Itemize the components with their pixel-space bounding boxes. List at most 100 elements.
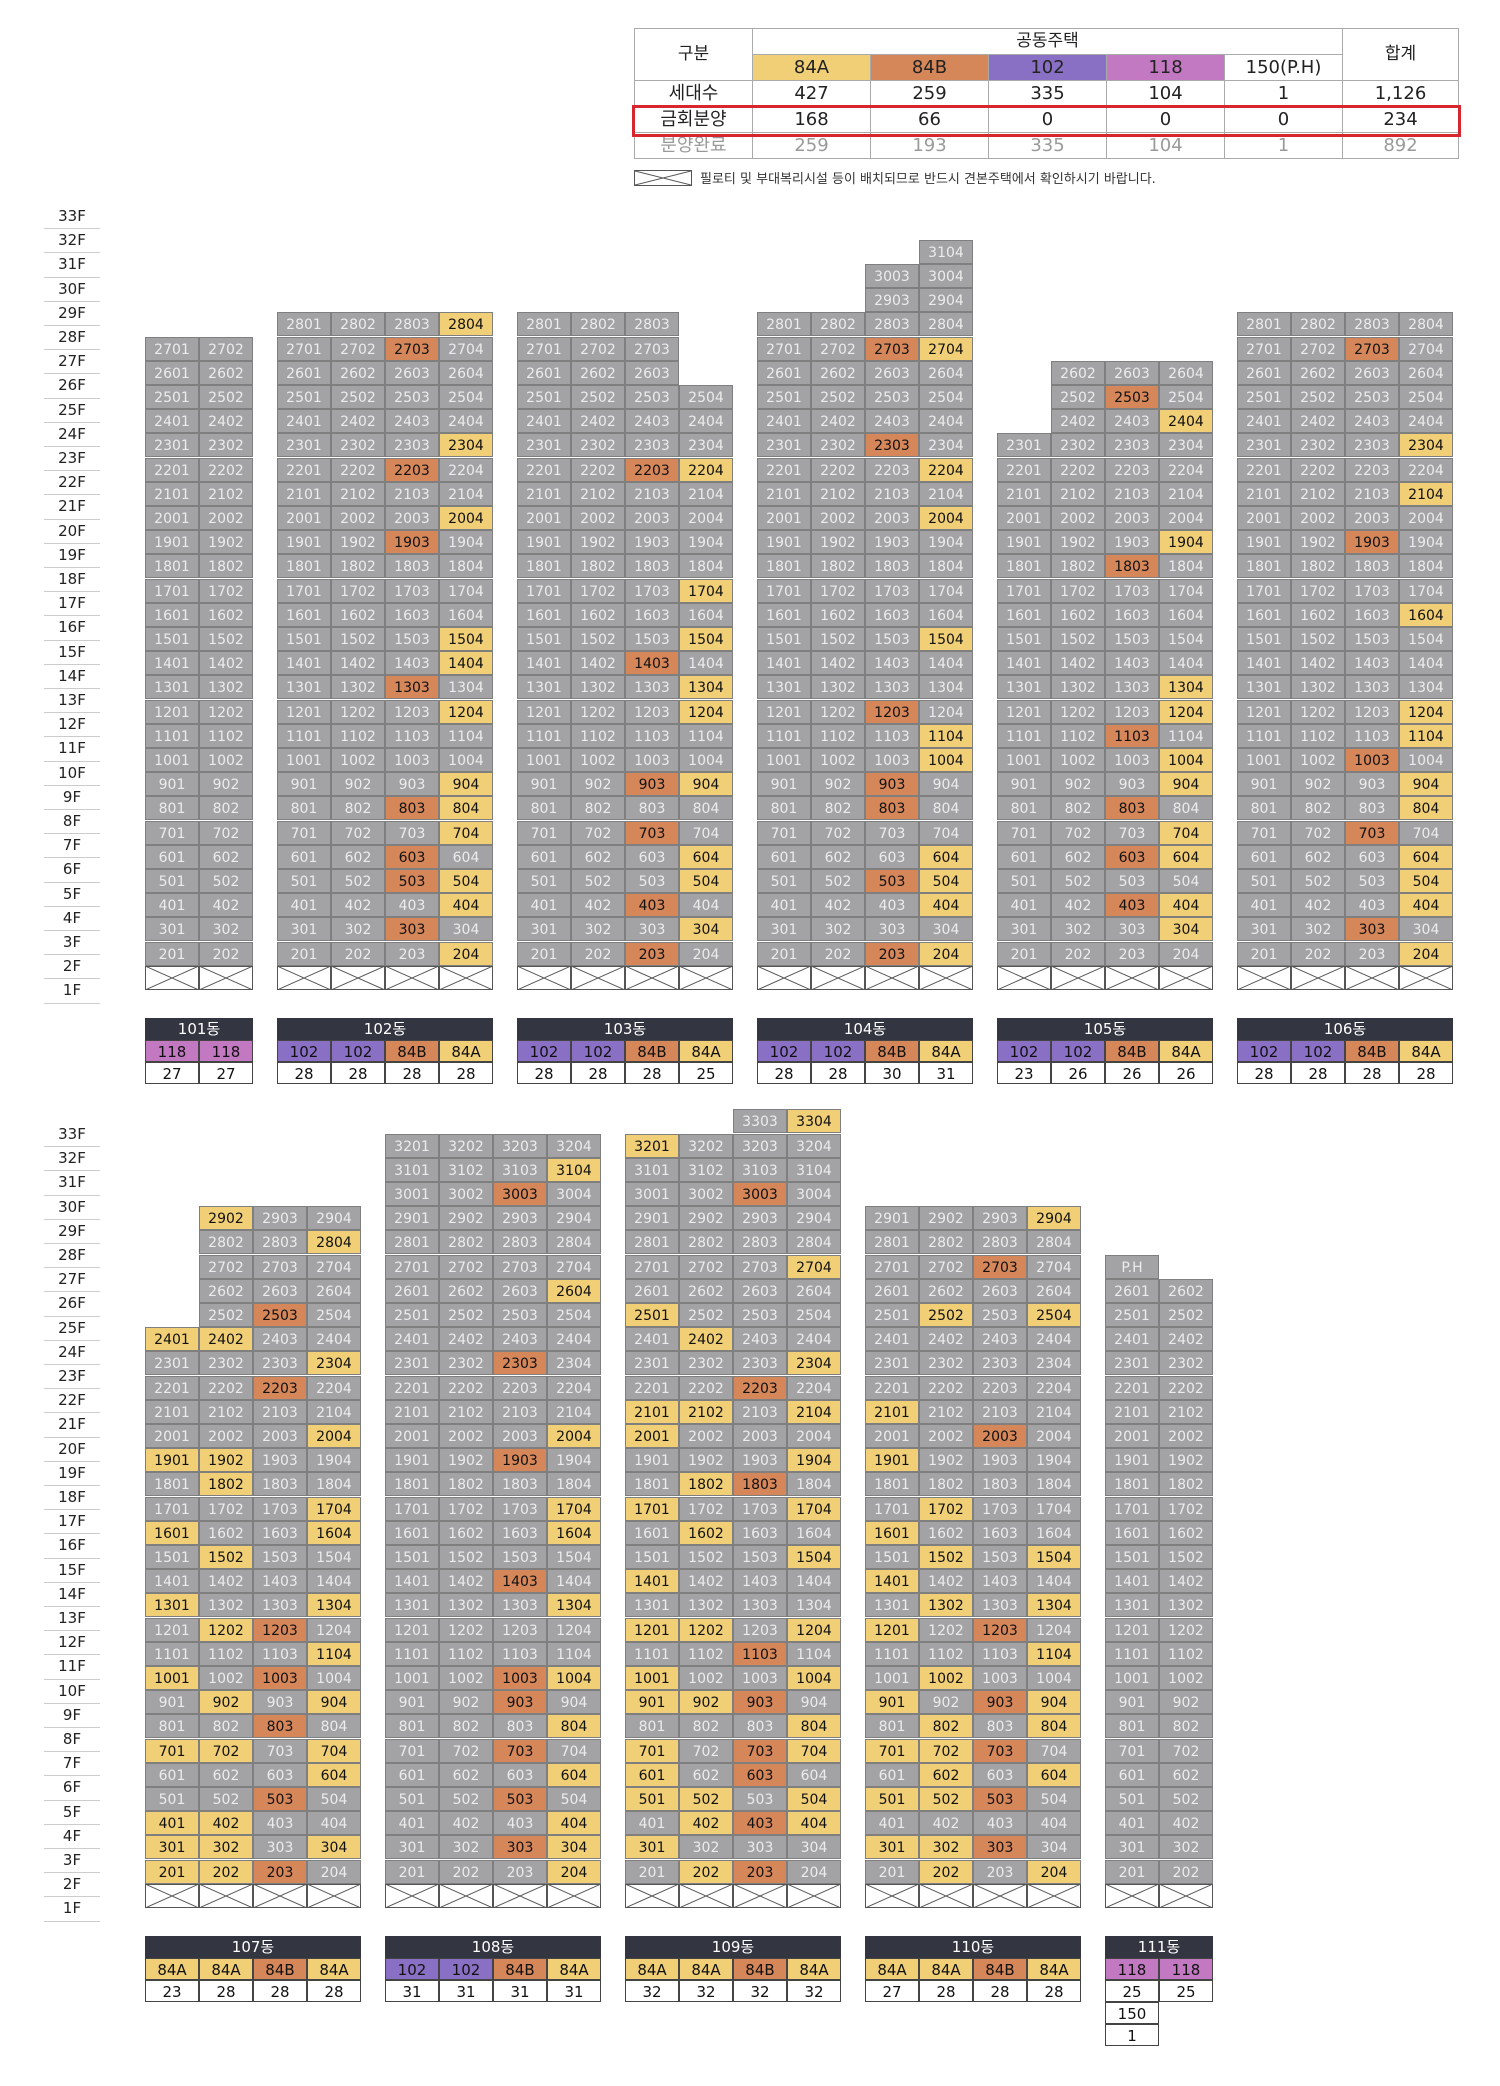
unit-cell[interactable]: 1504 [919,627,973,651]
unit-cell[interactable]: 2702 [199,1254,253,1279]
unit-cell[interactable]: 703 [493,1738,547,1763]
unit-cell[interactable]: 801 [145,796,199,821]
unit-cell[interactable]: 2903 [253,1206,307,1231]
unit-cell[interactable]: 701 [145,820,199,845]
unit-cell[interactable]: 1002 [331,748,385,772]
unit-cell[interactable]: 401 [997,893,1051,918]
unit-cell[interactable]: 1904 [547,1448,601,1473]
unit-cell[interactable]: 2604 [439,360,493,385]
unit-cell[interactable]: 1201 [145,1617,199,1642]
unit-cell[interactable]: 1704 [439,578,493,603]
unit-cell[interactable]: 2603 [973,1278,1027,1303]
unit-cell[interactable]: 2304 [547,1351,601,1376]
unit-cell[interactable]: 204 [1399,941,1453,966]
unit-cell[interactable]: 2702 [199,336,253,361]
unit-cell[interactable]: 1603 [253,1520,307,1545]
unit-cell[interactable]: 2203 [493,1375,547,1400]
unit-cell[interactable]: 602 [919,1762,973,1787]
unit-cell[interactable]: 1604 [1027,1520,1081,1545]
unit-cell[interactable]: 3102 [679,1157,733,1182]
unit-cell[interactable]: 1901 [277,530,331,555]
unit-cell[interactable]: 601 [757,844,811,869]
unit-cell[interactable]: 2002 [331,506,385,530]
unit-cell[interactable]: 1403 [733,1569,787,1594]
unit-cell[interactable]: 301 [1237,917,1291,942]
unit-cell[interactable]: 203 [253,1859,307,1884]
unit-cell[interactable]: 2801 [1237,312,1291,337]
unit-cell[interactable]: 1402 [1291,651,1345,676]
unit-cell[interactable]: 801 [865,1714,919,1739]
unit-cell[interactable]: 702 [1159,1738,1213,1763]
unit-cell[interactable]: 502 [199,869,253,893]
unit-cell[interactable]: 1703 [1345,578,1399,603]
unit-cell[interactable]: 2101 [625,1399,679,1424]
unit-cell[interactable]: 2702 [919,1254,973,1279]
unit-cell[interactable]: 402 [679,1811,733,1836]
unit-cell[interactable]: 2201 [277,457,331,482]
unit-cell[interactable]: 1104 [1399,723,1453,748]
unit-cell[interactable]: 1301 [517,675,571,700]
unit-cell[interactable]: 1102 [919,1641,973,1666]
unit-cell[interactable]: 1802 [919,1472,973,1497]
unit-cell[interactable]: 801 [517,796,571,821]
unit-cell[interactable]: 903 [1105,772,1159,797]
unit-cell[interactable]: 1302 [199,675,253,700]
unit-cell[interactable]: 2001 [865,1424,919,1448]
unit-cell[interactable]: 901 [517,772,571,797]
unit-cell[interactable]: 1301 [145,675,199,700]
unit-cell[interactable]: 1202 [1051,699,1105,724]
unit-cell[interactable]: 1004 [307,1666,361,1690]
unit-cell[interactable]: 2104 [919,481,973,506]
unit-cell[interactable]: 3004 [547,1182,601,1206]
unit-cell[interactable]: 2004 [679,506,733,530]
unit-cell[interactable]: 301 [145,917,199,942]
unit-cell[interactable]: 1302 [199,1593,253,1618]
unit-cell[interactable]: 702 [331,820,385,845]
unit-cell[interactable]: 504 [679,869,733,893]
unit-cell[interactable]: 2001 [385,1424,439,1448]
unit-cell[interactable]: 701 [277,820,331,845]
unit-cell[interactable]: 2703 [733,1254,787,1279]
unit-cell[interactable]: 2101 [385,1399,439,1424]
unit-cell[interactable]: 2603 [253,1278,307,1303]
unit-cell[interactable]: 1304 [1027,1593,1081,1618]
unit-cell[interactable]: 1404 [787,1569,841,1594]
unit-cell[interactable]: 504 [787,1787,841,1811]
unit-cell[interactable]: 2402 [571,409,625,434]
unit-cell[interactable]: 604 [439,844,493,869]
unit-cell[interactable]: 802 [1051,796,1105,821]
unit-cell[interactable]: 2004 [547,1424,601,1448]
unit-cell[interactable]: 1402 [811,651,865,676]
unit-cell[interactable]: 1001 [1105,1666,1159,1690]
unit-cell[interactable]: 1804 [307,1472,361,1497]
unit-cell[interactable]: 302 [1291,917,1345,942]
unit-cell[interactable]: 3002 [439,1182,493,1206]
unit-cell[interactable]: 1501 [145,627,199,651]
unit-cell[interactable]: 1901 [145,530,199,555]
unit-cell[interactable]: 2603 [865,360,919,385]
unit-cell[interactable]: 802 [919,1714,973,1739]
unit-cell[interactable]: 1001 [997,748,1051,772]
unit-cell[interactable]: 2002 [571,506,625,530]
unit-cell[interactable]: 904 [307,1690,361,1715]
unit-cell[interactable]: 201 [865,1859,919,1884]
unit-cell[interactable]: 2202 [919,1375,973,1400]
unit-cell[interactable]: 902 [439,1690,493,1715]
unit-cell[interactable]: 602 [199,844,253,869]
unit-cell[interactable]: 2504 [439,385,493,409]
unit-cell[interactable]: 1602 [811,602,865,627]
unit-cell[interactable]: 1802 [1051,554,1105,579]
unit-cell[interactable]: 1802 [439,1472,493,1497]
unit-cell[interactable]: 2104 [547,1399,601,1424]
unit-cell[interactable]: 2702 [679,1254,733,1279]
unit-cell[interactable]: 2302 [571,433,625,458]
unit-cell[interactable]: 803 [1105,796,1159,821]
unit-cell[interactable]: 2604 [1027,1278,1081,1303]
unit-cell[interactable]: 1301 [277,675,331,700]
unit-cell[interactable]: 802 [331,796,385,821]
unit-cell[interactable]: 3001 [385,1182,439,1206]
unit-cell[interactable]: 1901 [145,1448,199,1473]
unit-cell[interactable]: 1503 [253,1545,307,1569]
unit-cell[interactable]: 2201 [517,457,571,482]
unit-cell[interactable]: 401 [757,893,811,918]
